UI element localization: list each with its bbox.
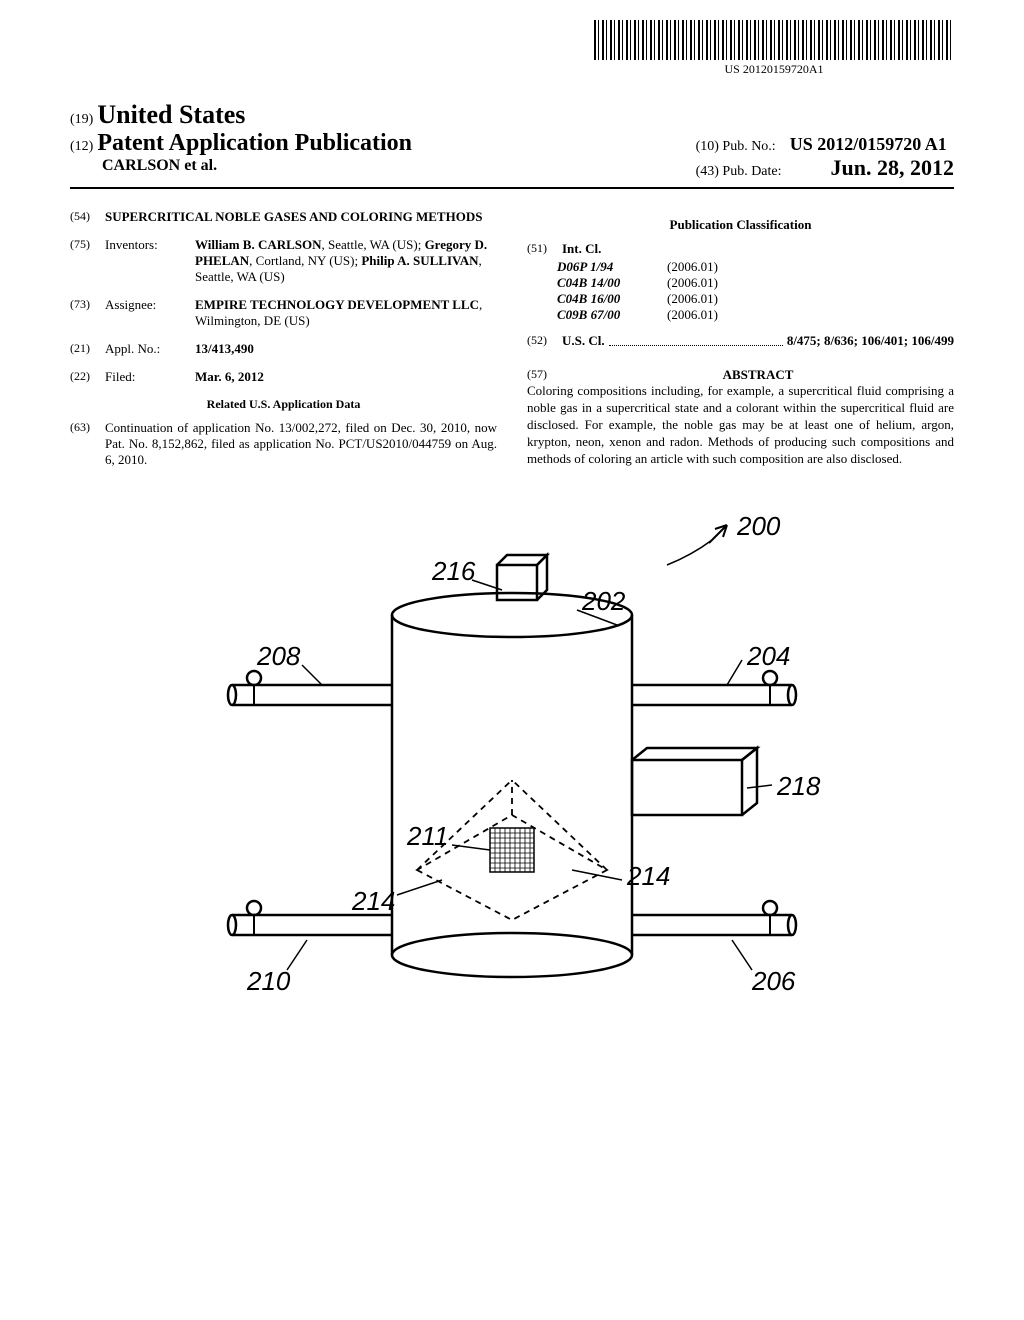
assignee-code: (73) [70,297,105,329]
intcl-ver: (2006.01) [667,307,718,323]
intcl-row: (51) Int. Cl. [527,241,954,257]
label-211: 211 [406,821,448,851]
country-code: (19) [70,112,93,127]
applno: 13/413,490 [195,341,254,356]
intcl-code-val: C04B 16/00 [557,291,667,307]
label-214a: 214 [351,886,395,916]
uscl-code: (52) [527,333,562,349]
pub-date-label: Pub. Date: [722,164,781,179]
intcl-label: Int. Cl. [562,241,601,256]
abstract-code: (57) [527,367,562,383]
intcl-code-val: C04B 14/00 [557,275,667,291]
pub-date-code: (43) [696,164,719,179]
inventors-code: (75) [70,237,105,285]
abstract-header-row: (57) ABSTRACT [527,367,954,383]
title: SUPERCRITICAL NOBLE GASES AND COLORING M… [105,209,482,224]
assignee-value: EMPIRE TECHNOLOGY DEVELOPMENT LLC, Wilmi… [195,297,497,329]
pub-no-code: (10) [696,139,719,154]
pub-right: (10) Pub. No.: US 2012/0159720 A1 (43) P… [696,134,954,181]
country-name: United States [97,100,245,129]
right-column: Publication Classification (51) Int. Cl.… [527,209,954,480]
label-216: 216 [431,556,476,586]
applno-label: Appl. No.: [105,341,195,357]
barcode-block: US 20120159720A1 [594,20,954,77]
barcode-text: US 20120159720A1 [594,62,954,77]
abstract-text: Coloring compositions including, for exa… [527,383,954,467]
filed-date: Mar. 6, 2012 [195,369,264,384]
label-210: 210 [246,966,291,996]
uscl-row: (52) U.S. Cl. 8/475; 8/636; 106/401; 106… [527,333,954,349]
intcl-row: C09B 67/00(2006.01) [557,307,954,323]
assignee-name: EMPIRE TECHNOLOGY DEVELOPMENT LLC [195,297,479,312]
related-row: (63) Continuation of application No. 13/… [70,420,497,468]
pub-type: Patent Application Publication [97,130,412,156]
filed-label: Filed: [105,369,195,385]
header: (19) United States (12) Patent Applicati… [70,100,954,189]
related-text: Continuation of application No. 13/002,2… [105,420,497,468]
related-header: Related U.S. Application Data [70,397,497,412]
related-code: (63) [70,420,105,468]
intcl-ver: (2006.01) [667,291,718,307]
intcl-row: C04B 16/00(2006.01) [557,291,954,307]
classification-header: Publication Classification [527,217,954,233]
assignee-row: (73) Assignee: EMPIRE TECHNOLOGY DEVELOP… [70,297,497,329]
intcl-table: D06P 1/94(2006.01)C04B 14/00(2006.01)C04… [557,259,954,323]
pub-line: (12) Patent Application Publication CARL… [70,130,954,189]
inventors-label: Inventors: [105,237,195,285]
label-218: 218 [776,771,821,801]
label-206: 206 [751,966,796,996]
left-column: (54) SUPERCRITICAL NOBLE GASES AND COLOR… [70,209,497,480]
figure-svg: 200 216 202 208 204 218 211 214 214 210 … [172,510,852,1040]
intcl-row: C04B 14/00(2006.01) [557,275,954,291]
pub-no: US 2012/0159720 A1 [790,134,947,154]
pub-date: Jun. 28, 2012 [831,155,954,180]
intcl-row: D06P 1/94(2006.01) [557,259,954,275]
biblio-columns: (54) SUPERCRITICAL NOBLE GASES AND COLOR… [70,209,954,480]
applno-code: (21) [70,341,105,357]
assignee-label: Assignee: [105,297,195,329]
label-214b: 214 [626,861,670,891]
inventors-row: (75) Inventors: William B. CARLSON, Seat… [70,237,497,285]
filed-code: (22) [70,369,105,385]
intcl-ver: (2006.01) [667,259,718,275]
label-200: 200 [736,511,781,541]
pub-left: (12) Patent Application Publication CARL… [70,130,412,175]
label-208: 208 [256,641,301,671]
title-code: (54) [70,209,105,225]
intcl-code: (51) [527,241,562,257]
uscl-value: 8/475; 8/636; 106/401; 106/499 [787,333,954,349]
label-204: 204 [746,641,790,671]
abstract-label: ABSTRACT [723,367,794,382]
intcl-ver: (2006.01) [667,275,718,291]
figure: 200 216 202 208 204 218 211 214 214 210 … [70,510,954,1045]
uscl-label: U.S. Cl. [562,333,605,349]
title-row: (54) SUPERCRITICAL NOBLE GASES AND COLOR… [70,209,497,225]
inventors-short: CARLSON et al. [70,157,412,175]
barcode [594,20,954,60]
inventors-value: William B. CARLSON, Seattle, WA (US); Gr… [195,237,497,285]
country-line: (19) United States [70,100,954,130]
pub-type-code: (12) [70,139,93,154]
dots [609,333,783,346]
applno-row: (21) Appl. No.: 13/413,490 [70,341,497,357]
label-202: 202 [581,586,626,616]
filed-row: (22) Filed: Mar. 6, 2012 [70,369,497,385]
intcl-code-val: C09B 67/00 [557,307,667,323]
intcl-code-val: D06P 1/94 [557,259,667,275]
pub-no-label: Pub. No.: [722,139,775,154]
